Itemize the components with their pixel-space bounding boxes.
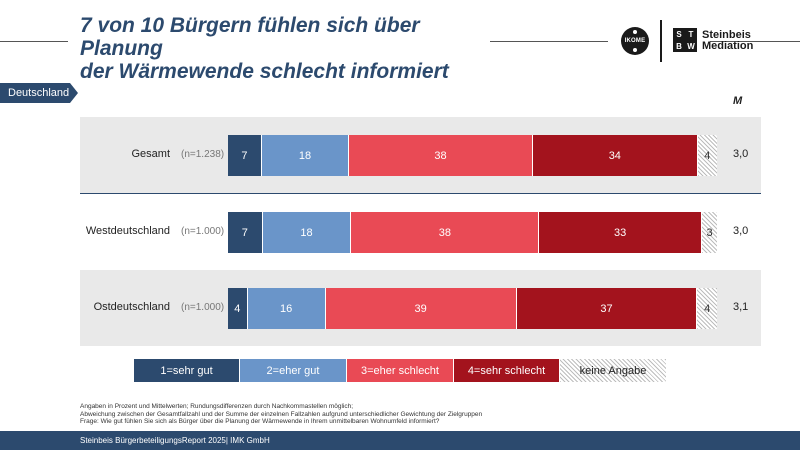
title-line-2: der Wärmewende schlecht informiert bbox=[80, 60, 449, 83]
data-label: 7 bbox=[241, 149, 248, 162]
data-label: 34 bbox=[608, 149, 621, 162]
row-separator bbox=[80, 193, 761, 194]
legend-item-keine-angabe: keine Angabe bbox=[560, 359, 666, 382]
footer-bar: Steinbeis BürgerbeteiligungsReport 2025|… bbox=[0, 431, 800, 450]
legend-item-4-sehr-schlecht: 4=sehr schlecht bbox=[454, 359, 559, 382]
data-label: 38 bbox=[434, 149, 447, 162]
category-label-gesamt: Gesamt bbox=[131, 148, 170, 160]
bar-segment-2-eher-gut: 18 bbox=[262, 212, 352, 253]
sample-size-label: (n=1.000) bbox=[181, 302, 225, 313]
data-label: 18 bbox=[298, 149, 312, 162]
logo-divider bbox=[660, 20, 662, 62]
data-label: 37 bbox=[600, 302, 613, 315]
bar-segment-3-eher-schlecht: 39 bbox=[325, 288, 517, 329]
logo-letter: T bbox=[688, 29, 694, 39]
legend-item-2-eher-gut: 2=eher gut bbox=[240, 359, 346, 382]
ikome-logo-text: IKOME bbox=[624, 38, 646, 44]
ikome-logo: IKOME bbox=[621, 27, 649, 55]
bar-segment-1-sehr-gut: 4 bbox=[228, 288, 248, 329]
data-label: 7 bbox=[241, 226, 248, 239]
header-rule-far-right bbox=[710, 41, 800, 42]
bar-segment-2-eher-gut: 16 bbox=[247, 288, 326, 329]
mean-column-header: M bbox=[733, 95, 743, 107]
brand-line-1: Steinbeis bbox=[702, 29, 751, 41]
brand-line-2: Mediation bbox=[702, 40, 754, 52]
bar-segment-keine-angabe: 4 bbox=[697, 288, 717, 329]
page-title: 7 von 10 Bürgern fühlen sich über Planun… bbox=[80, 14, 500, 83]
bar-segment-3-eher-schlecht: 38 bbox=[349, 135, 533, 176]
bar-segment-1-sehr-gut: 7 bbox=[228, 212, 263, 253]
data-label: 16 bbox=[280, 302, 293, 315]
bar-segment-4-sehr-schlecht: 33 bbox=[539, 212, 703, 253]
bar-segment-keine-angabe: 4 bbox=[697, 135, 717, 176]
sample-size-label: (n=1.238) bbox=[181, 149, 225, 160]
legend-item-1-sehr-gut: 1=sehr gut bbox=[134, 359, 239, 382]
mean-value: 3,0 bbox=[733, 225, 749, 237]
footnotes: Angaben in Prozent und Mittelwerten; Run… bbox=[80, 403, 720, 426]
bar-segment-4-sehr-schlecht: 37 bbox=[516, 288, 698, 329]
mean-value: 3,1 bbox=[733, 301, 749, 313]
data-label: 4 bbox=[704, 302, 711, 315]
legend-item-3-eher-schlecht: 3=eher schlecht bbox=[347, 359, 453, 382]
bar-segment-keine-angabe: 3 bbox=[702, 212, 717, 253]
mean-value: 3,0 bbox=[733, 148, 749, 160]
footnote-line: Frage: Wie gut fühlen Sie sich als Bürge… bbox=[80, 418, 440, 425]
category-label-ostdeutschland: Ostdeutschland bbox=[93, 301, 170, 313]
logo-letter: W bbox=[687, 41, 695, 51]
data-label: 3 bbox=[706, 226, 713, 239]
data-label: 18 bbox=[300, 226, 313, 239]
steinbeis-logo-mark: S T B W bbox=[673, 28, 697, 52]
bar-segment-1-sehr-gut: 7 bbox=[228, 135, 262, 176]
logo-letter: S bbox=[676, 29, 682, 39]
footnote-line: Angaben in Prozent und Mittelwerten; Run… bbox=[80, 403, 354, 410]
footnote-line: Abweichung zwischen der Gesamtfallzahl u… bbox=[80, 410, 483, 418]
data-label: 4 bbox=[234, 302, 241, 315]
sample-size-label: (n=1.000) bbox=[181, 226, 225, 237]
title-rule-right bbox=[490, 41, 608, 42]
category-label-westdeutschland: Westdeutschland bbox=[85, 225, 170, 237]
bar-segment-2-eher-gut: 18 bbox=[261, 135, 350, 176]
bar-segment-3-eher-schlecht: 38 bbox=[351, 212, 540, 253]
title-rule-left bbox=[0, 41, 68, 42]
data-label: 39 bbox=[414, 302, 427, 315]
data-label: 38 bbox=[438, 226, 451, 239]
bar-segment-4-sehr-schlecht: 34 bbox=[533, 135, 698, 176]
region-tag: Deutschland bbox=[0, 83, 78, 103]
data-label: 4 bbox=[704, 149, 711, 162]
title-line-1: 7 von 10 Bürgern fühlen sich über Planun… bbox=[80, 14, 420, 60]
logo-letter: B bbox=[676, 41, 682, 51]
steinbeis-logo-text: Steinbeis Mediation bbox=[702, 30, 753, 52]
data-label: 33 bbox=[614, 226, 627, 239]
